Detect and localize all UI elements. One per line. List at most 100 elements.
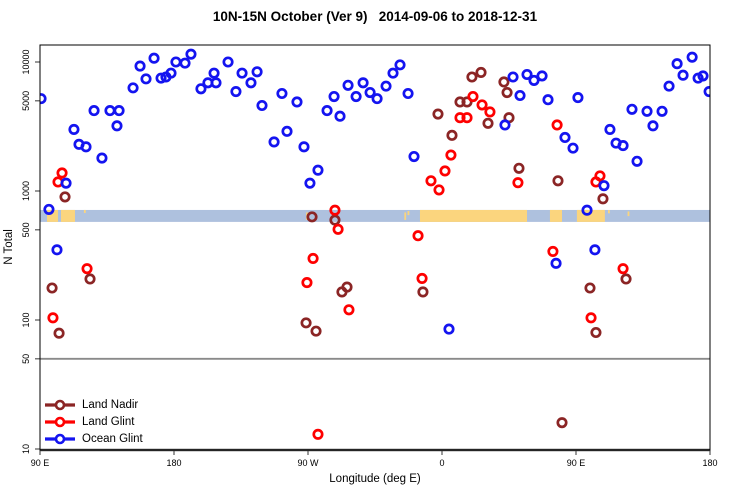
data-point: [590, 326, 602, 339]
data-point: [445, 149, 457, 161]
data-point: [46, 282, 58, 294]
data-point: [68, 123, 80, 136]
ocean-glint-symbol: [45, 433, 75, 444]
data-point: [547, 245, 559, 257]
data-point: [357, 77, 369, 89]
data-point: [104, 105, 116, 117]
data-point: [514, 89, 526, 102]
data-point: [140, 73, 152, 85]
data-point: [170, 56, 182, 68]
land-glint-symbol: [45, 416, 75, 427]
land-speckle: [404, 212, 407, 220]
plot-frame: [39, 44, 711, 451]
data-point: [475, 66, 487, 78]
data-point: [598, 180, 610, 192]
data-point: [556, 417, 568, 429]
data-point: [631, 155, 643, 167]
data-point: [498, 76, 510, 88]
data-point: [251, 66, 263, 78]
data-point: [208, 67, 220, 79]
legend-item-land-glint: Land Glint: [44, 413, 143, 430]
land-band-segment: [549, 209, 563, 222]
plot-area: [40, 48, 710, 440]
land-speckle: [608, 210, 610, 214]
data-point: [56, 167, 68, 179]
data-point: [364, 86, 376, 99]
data-point: [581, 204, 593, 216]
chart-title: 10N-15N October (Ver 9) 2014-09-06 to 20…: [212, 9, 538, 24]
land-speckle: [627, 211, 630, 217]
data-point: [155, 72, 167, 84]
land-band-segment: [576, 209, 605, 222]
data-point: [416, 272, 428, 284]
x-tick-label: 90 W: [297, 458, 319, 468]
data-point: [328, 90, 340, 103]
data-point: [551, 119, 563, 131]
data-point: [567, 142, 579, 154]
data-point: [312, 428, 324, 440]
data-point: [521, 68, 533, 81]
data-point: [446, 129, 458, 141]
data-point: [550, 257, 562, 269]
y-tick-label: 500: [21, 222, 31, 237]
data-point: [59, 191, 71, 203]
data-point: [134, 60, 146, 72]
y-tick-label: 10000: [21, 49, 31, 74]
data-point: [671, 58, 683, 70]
data-point: [439, 165, 451, 177]
y-tick-label: 5000: [21, 91, 31, 111]
data-point: [236, 67, 248, 79]
data-point: [387, 67, 399, 79]
data-point: [461, 96, 473, 108]
data-point: [60, 177, 72, 189]
data-point: [604, 123, 616, 136]
x-tick-label: 180: [702, 458, 717, 468]
data-point: [443, 323, 455, 335]
data-point: [454, 96, 466, 108]
data-point: [433, 184, 445, 196]
data-point: [329, 214, 341, 226]
data-point: [597, 193, 609, 205]
data-point: [51, 244, 63, 256]
data-point: [536, 70, 548, 82]
data-point: [542, 94, 554, 106]
data-point: [507, 71, 519, 83]
data-point: [512, 177, 524, 189]
data-point: [321, 105, 333, 117]
data-point: [402, 87, 414, 100]
data-point: [380, 80, 392, 92]
data-point: [179, 57, 191, 69]
data-point: [617, 140, 629, 152]
data-point: [40, 93, 47, 105]
land-glint-points: [47, 90, 629, 440]
data-point: [466, 71, 478, 83]
data-point: [301, 277, 313, 289]
legend-label: Land Nadir: [82, 398, 139, 411]
data-point: [677, 69, 689, 81]
data-point: [300, 317, 312, 329]
data-point: [559, 131, 571, 144]
data-point: [329, 204, 341, 216]
data-point: [513, 162, 525, 174]
data-point: [476, 99, 488, 111]
data-point: [350, 90, 362, 103]
data-point: [647, 120, 659, 132]
data-point: [310, 325, 322, 337]
data-point: [165, 67, 177, 79]
y-tick-label: 1000: [21, 181, 31, 201]
data-point: [454, 112, 466, 124]
data-point: [113, 105, 125, 117]
data-point: [304, 177, 316, 189]
data-point: [80, 141, 92, 153]
data-point: [412, 230, 424, 242]
land-band-segment: [46, 209, 59, 222]
land-speckle: [83, 209, 86, 213]
data-point: [686, 51, 698, 63]
data-point: [332, 223, 344, 235]
data-point: [482, 117, 494, 129]
y-tick-label: 50: [21, 354, 31, 364]
data-point: [371, 93, 383, 105]
data-point: [276, 87, 288, 100]
data-point: [306, 211, 318, 223]
data-point: [53, 327, 65, 339]
